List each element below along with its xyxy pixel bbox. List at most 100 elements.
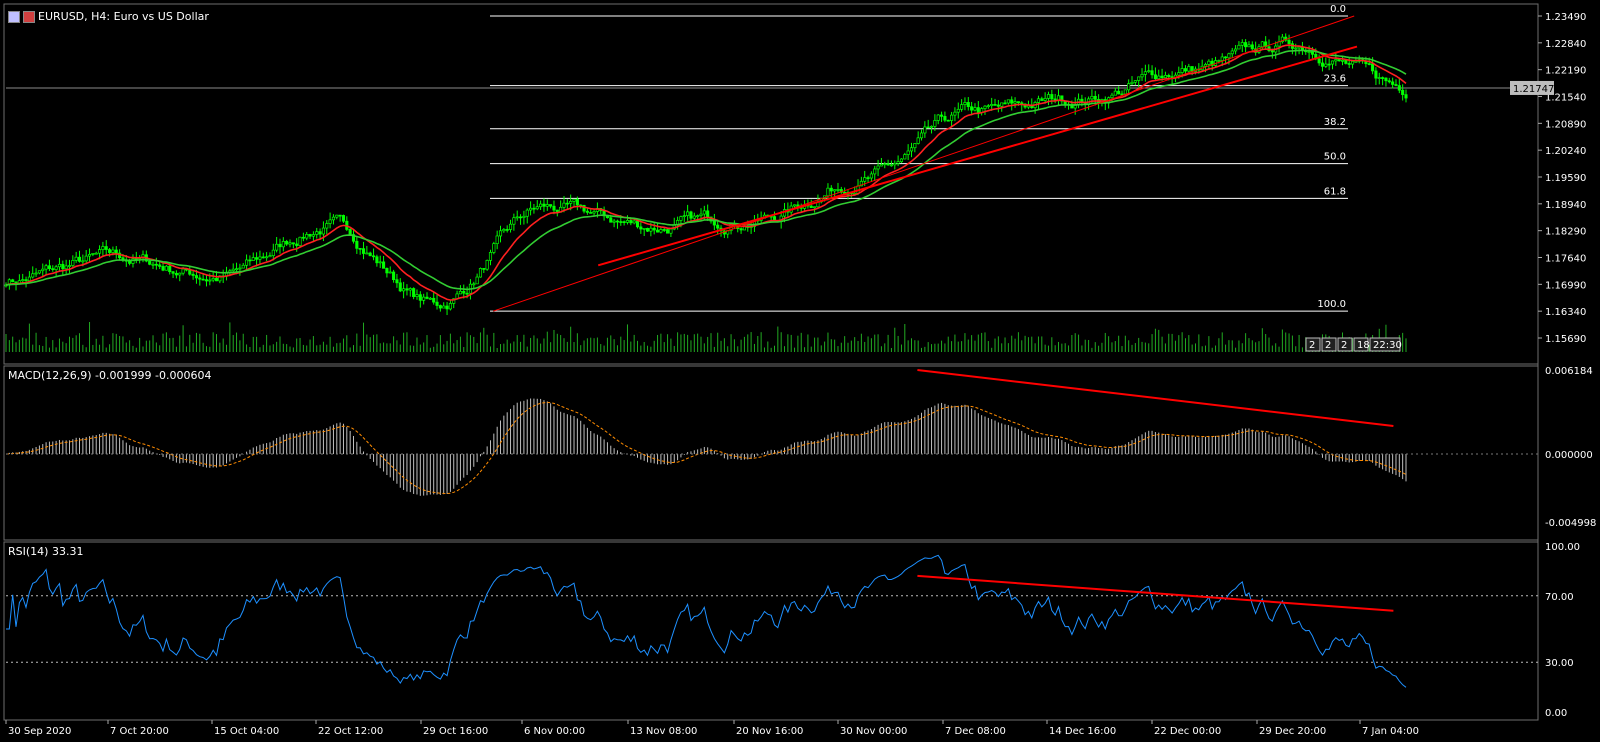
candle-body [1143, 71, 1147, 75]
trendlines[interactable] [493, 15, 1358, 312]
candle-body [1340, 59, 1345, 62]
candle-body [1260, 41, 1264, 48]
price-tick-label: 1.17640 [1545, 254, 1586, 265]
time-tick-label: 20 Nov 16:00 [736, 726, 803, 737]
candle-body [702, 210, 706, 215]
candle-body [1227, 53, 1231, 59]
candle-body [465, 292, 469, 295]
candle-body [84, 255, 88, 262]
candle-body [301, 236, 305, 239]
candle-body [983, 105, 987, 109]
candle-body [706, 210, 710, 218]
candle-body [919, 132, 924, 139]
candle-body [1397, 85, 1401, 91]
candle-body [1090, 95, 1094, 100]
candle-body [886, 163, 890, 166]
candle-body [652, 227, 656, 231]
rsi-tick-label: 30.00 [1545, 658, 1574, 669]
candle-body [442, 305, 446, 309]
candle-body [288, 242, 292, 245]
candle-body [1287, 39, 1291, 45]
candle-body [231, 268, 235, 272]
fibonacci-retracement[interactable]: 0.0 23.6 38.2 50.0 61.8 100.0 [6, 4, 1538, 312]
trendline-channel [493, 15, 1355, 312]
time-badge-text: 2 [1341, 340, 1347, 351]
candle-body [565, 202, 569, 205]
candle-body [575, 198, 579, 206]
candle-body [375, 256, 379, 264]
time-axis: 30 Sep 2020 7 Oct 20:00 15 Oct 04:00 22 Oct… [5, 720, 1419, 737]
candle-body [1147, 70, 1151, 73]
candle-body [285, 241, 289, 245]
candle-body [298, 236, 302, 246]
candle-body [51, 268, 55, 270]
candle-body [1240, 42, 1244, 46]
candle-body [883, 163, 887, 166]
candle-body [1404, 94, 1408, 99]
candle-body [191, 273, 195, 276]
candle-body [395, 279, 399, 284]
time-tick-label: 14 Dec 16:00 [1049, 726, 1116, 737]
price-tick-label: 1.16340 [1545, 307, 1586, 318]
candle-body [47, 265, 51, 269]
candle-body [535, 206, 539, 210]
candle-body [639, 226, 643, 230]
candle-body [1036, 98, 1041, 103]
candle-body [281, 241, 285, 248]
candle-body [338, 214, 342, 217]
candle-body [1384, 77, 1388, 82]
candle-body [1247, 44, 1251, 48]
candle-body [592, 211, 596, 214]
flag-icon [23, 11, 35, 23]
candle-body [973, 107, 977, 111]
candle-body [1130, 81, 1134, 84]
candle-body [1190, 66, 1194, 72]
candle-body [1294, 47, 1298, 50]
candle-body [1167, 74, 1171, 78]
macd-tick-label: 0.000000 [1545, 450, 1593, 461]
candle-body [916, 137, 920, 144]
candle-body [619, 221, 623, 223]
candle-body [716, 224, 720, 229]
price-tick-label: 1.22840 [1545, 39, 1586, 50]
candle-body [1244, 42, 1248, 48]
candle-body [458, 290, 462, 295]
candle-body [926, 126, 930, 129]
candle-body [77, 256, 82, 262]
candle-body [57, 263, 62, 268]
candle-body [438, 305, 442, 309]
candle-body [712, 220, 716, 226]
candle-body [1220, 56, 1224, 61]
candle-body [261, 256, 265, 259]
candle-body [963, 102, 967, 105]
candle-body [1327, 63, 1331, 66]
candle-body [669, 228, 673, 234]
candle-body [876, 165, 880, 170]
candle-body [452, 298, 456, 304]
candle-body [1354, 60, 1358, 63]
chart-window-icon[interactable] [8, 11, 20, 23]
main-price-panel[interactable] [3, 3, 1539, 365]
candle-body [488, 252, 493, 261]
candle-body [1307, 51, 1311, 53]
candle-body [87, 254, 92, 257]
candle-body [549, 204, 553, 207]
candle-body [1093, 95, 1097, 100]
candle-body [866, 177, 870, 179]
candle-body [1203, 64, 1208, 67]
candle-body [976, 107, 980, 114]
candle-body [903, 154, 907, 160]
candle-body [104, 246, 108, 250]
candle-body [1330, 60, 1335, 65]
candle-body [385, 267, 389, 274]
candle-body [656, 229, 660, 233]
candle-body [519, 216, 523, 219]
time-tick-label: 30 Nov 00:00 [840, 726, 907, 737]
candle-body [1133, 80, 1137, 83]
candle-body [899, 158, 904, 163]
candle-body [245, 259, 249, 266]
candle-body [1177, 72, 1181, 76]
candle-body [98, 249, 102, 254]
candle-body [562, 202, 566, 208]
